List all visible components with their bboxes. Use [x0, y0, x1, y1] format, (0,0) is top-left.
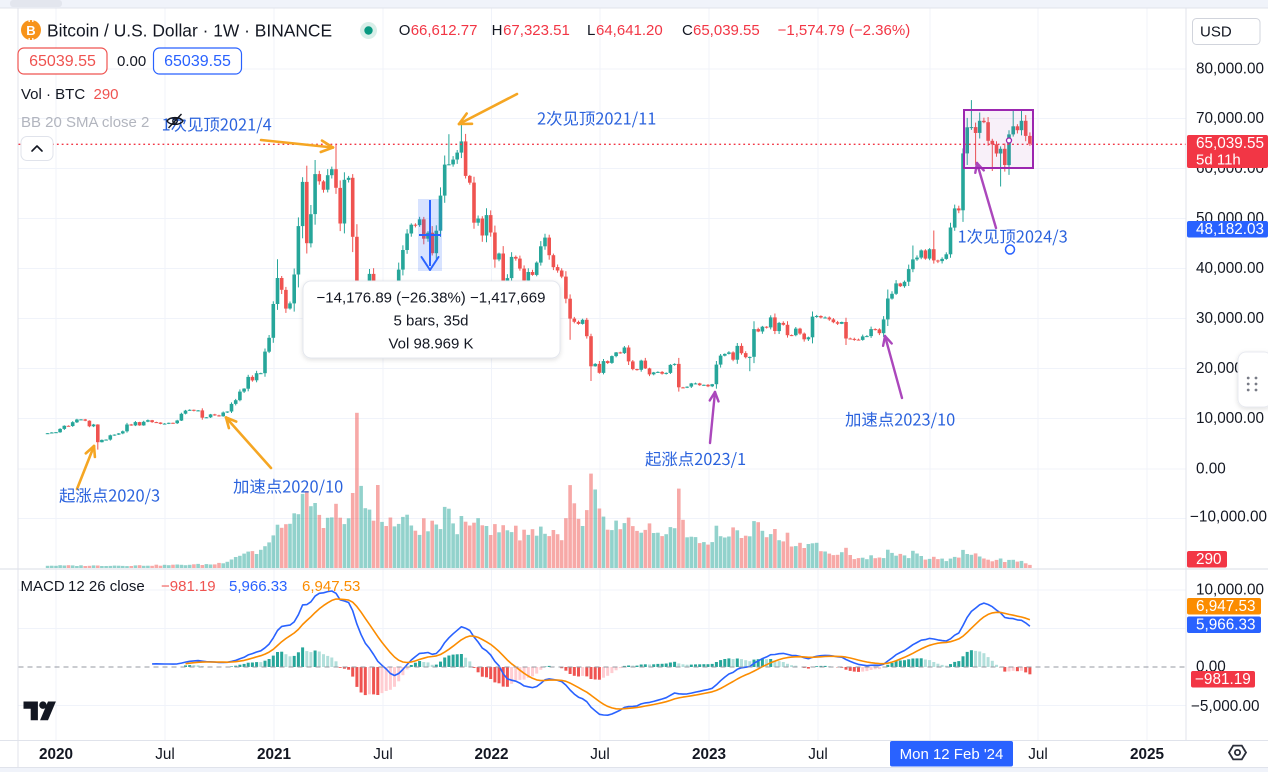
svg-text:65039.55: 65039.55 — [29, 53, 96, 70]
svg-text:B: B — [26, 23, 35, 38]
svg-text:C: C — [682, 22, 693, 39]
svg-text:30,000.00: 30,000.00 — [1196, 310, 1264, 327]
svg-text:H: H — [492, 22, 503, 39]
svg-text:2022: 2022 — [474, 746, 508, 763]
svg-text:Jul: Jul — [155, 746, 175, 763]
svg-text:67,323.51: 67,323.51 — [503, 22, 570, 39]
svg-text:USD: USD — [1200, 23, 1232, 40]
svg-text:12 26 close: 12 26 close — [68, 578, 145, 595]
svg-text:L: L — [587, 22, 595, 39]
svg-text:Jul: Jul — [1028, 746, 1048, 763]
svg-text:10,000.00: 10,000.00 — [1196, 410, 1264, 427]
svg-text:−14,176.89 (−26.38%) −1,417,66: −14,176.89 (−26.38%) −1,417,669 — [317, 290, 546, 307]
svg-text:6,947.53: 6,947.53 — [302, 578, 360, 595]
svg-text:66,612.77: 66,612.77 — [411, 22, 478, 39]
svg-text:−5,000.00: −5,000.00 — [1191, 698, 1259, 715]
svg-text:70,000.00: 70,000.00 — [1196, 110, 1264, 127]
svg-text:65,039.55: 65,039.55 — [1196, 135, 1264, 152]
svg-text:80,000.00: 80,000.00 — [1196, 61, 1264, 78]
svg-text:65,039.55: 65,039.55 — [693, 22, 760, 39]
svg-text:5,966.33: 5,966.33 — [1196, 616, 1256, 633]
svg-text:O: O — [399, 22, 411, 39]
svg-text:65039.55: 65039.55 — [164, 53, 231, 70]
svg-text:Mon 12 Feb '24: Mon 12 Feb '24 — [900, 746, 1004, 763]
svg-text:5 bars, 35d: 5 bars, 35d — [393, 313, 468, 330]
svg-text:Vol 98.969 K: Vol 98.969 K — [388, 336, 473, 353]
svg-text:Jul: Jul — [590, 746, 610, 763]
svg-text:0.00: 0.00 — [1196, 461, 1226, 478]
svg-text:2023: 2023 — [692, 746, 726, 763]
svg-text:2020: 2020 — [39, 746, 73, 763]
svg-text:64,641.20: 64,641.20 — [596, 22, 663, 39]
svg-text:48,182.03: 48,182.03 — [1196, 221, 1264, 238]
svg-text:6,947.53: 6,947.53 — [1196, 598, 1256, 615]
svg-text:40,000.00: 40,000.00 — [1196, 260, 1264, 277]
svg-text:−981.19: −981.19 — [161, 578, 216, 595]
svg-text:5d 11h: 5d 11h — [1196, 151, 1241, 168]
svg-text:290: 290 — [94, 86, 119, 103]
svg-text:−10,000.00: −10,000.00 — [1190, 509, 1267, 526]
svg-text:MACD: MACD — [21, 578, 65, 595]
svg-text:Vol · BTC: Vol · BTC — [21, 86, 85, 103]
svg-text:5,966.33: 5,966.33 — [229, 578, 287, 595]
svg-text:Jul: Jul — [373, 746, 393, 763]
svg-text:Jul: Jul — [808, 746, 828, 763]
svg-text:10,000.00: 10,000.00 — [1196, 582, 1264, 599]
svg-text:2025: 2025 — [1130, 746, 1165, 763]
svg-text:Bitcoin / U.S. Dollar · 1W · B: Bitcoin / U.S. Dollar · 1W · BINANCE — [47, 21, 332, 41]
svg-text:−981.19: −981.19 — [1195, 671, 1251, 688]
svg-text:0.00: 0.00 — [117, 53, 146, 70]
svg-text:2021: 2021 — [257, 746, 292, 763]
svg-text:BB 20 SMA close 2: BB 20 SMA close 2 — [21, 114, 149, 131]
svg-text:−1,574.79 (−2.36%): −1,574.79 (−2.36%) — [778, 22, 911, 39]
svg-text:290: 290 — [1196, 551, 1222, 568]
